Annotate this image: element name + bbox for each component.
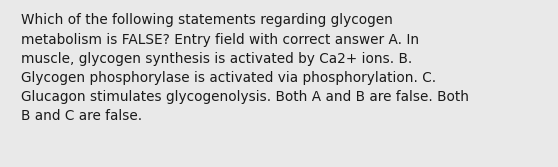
Text: Which of the following statements regarding glycogen
metabolism is FALSE? Entry : Which of the following statements regard… <box>21 13 469 123</box>
